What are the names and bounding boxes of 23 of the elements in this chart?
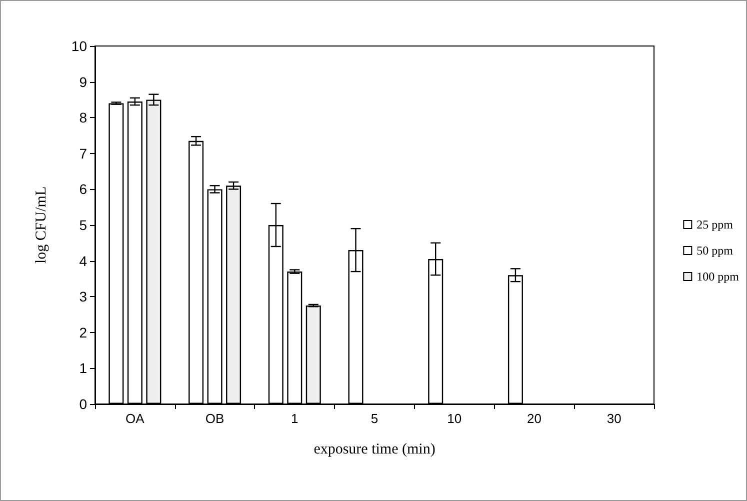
legend-label: 50 ppm [696,244,734,258]
y-tick-label: 7 [79,145,88,162]
y-tick-label: 6 [79,181,88,198]
y-axis-title: log CFU/mL [34,186,50,264]
x-tick-label: 1 [291,411,298,426]
y-tick-label: 9 [79,74,88,90]
x-tick-label: 10 [447,411,462,426]
y-tick-label: 2 [79,324,88,340]
legend-label: 25 ppm [696,218,734,232]
x-tick-label: OA [126,411,145,426]
legend-label: 100 ppm [696,270,740,284]
x-tick-label: OB [205,411,224,426]
y-tick-label: 5 [79,217,88,233]
x-tick-label: 20 [526,411,542,426]
y-tick-label: 1 [79,360,88,376]
x-axis-title: exposure time (min) [314,442,436,458]
y-tick-label: 4 [79,252,88,269]
x-tick-label: 30 [606,411,622,426]
x-tick-label: 5 [370,411,378,426]
y-tick-label: 3 [79,288,88,305]
y-tick-label: 0 [79,396,88,412]
y-tick-label: 10 [71,38,88,54]
y-tick-label: 8 [79,110,88,126]
